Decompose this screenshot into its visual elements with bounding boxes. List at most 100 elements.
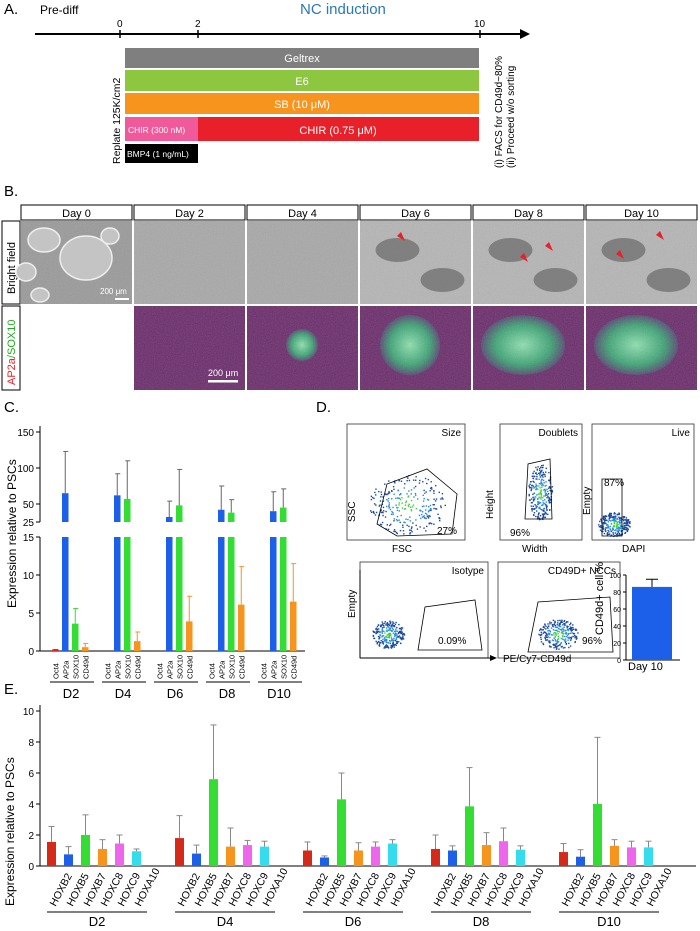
flow-dot <box>625 523 628 525</box>
flow-dot <box>556 640 558 642</box>
flow-dot <box>532 472 534 475</box>
flow-dot <box>542 497 544 499</box>
flow-dot <box>537 514 540 516</box>
flow-dot <box>380 524 383 526</box>
flow-dot <box>386 498 388 501</box>
flow-dot <box>540 484 543 487</box>
c-bar-lower <box>114 537 121 651</box>
flow-dot <box>563 638 565 641</box>
flow-dot <box>545 467 547 470</box>
flow-dot <box>545 639 547 641</box>
flow-dot <box>393 622 395 624</box>
flow-dot <box>546 639 549 641</box>
flow-dot <box>532 514 535 516</box>
flow-dot <box>558 631 561 633</box>
flow-dot <box>611 529 613 531</box>
flow-dot <box>401 507 404 509</box>
flow-dot <box>419 479 421 482</box>
flow-dot <box>618 521 620 523</box>
pecy7-label: PE/Cy7-CD49d <box>503 654 571 665</box>
flow-dot <box>549 482 552 484</box>
flow-dot <box>405 501 407 504</box>
tick-0-label: 0 <box>117 19 123 30</box>
flow-dot <box>384 647 386 649</box>
flow-dot <box>557 622 559 624</box>
flow-dot <box>542 516 545 518</box>
flow-dot <box>539 467 541 470</box>
flow-dot <box>406 524 408 527</box>
e-bar <box>115 843 124 866</box>
flow-dot <box>401 638 403 641</box>
flow-dot <box>532 500 535 502</box>
flow-dot <box>548 645 551 647</box>
flow-dot <box>415 476 417 478</box>
flow-dot <box>561 638 564 640</box>
flow-dot <box>620 519 622 522</box>
flow-dot <box>565 633 568 635</box>
c-gene-label: AP2a <box>165 660 174 679</box>
flow-dot <box>384 640 386 642</box>
flow-dot <box>387 642 390 644</box>
flow-dot <box>565 642 568 645</box>
flow-dot <box>536 506 538 508</box>
flow-dot <box>534 472 537 475</box>
dark-cluster <box>420 268 465 292</box>
flow-dot <box>532 477 534 479</box>
width-label: Width <box>522 544 548 555</box>
day-header: Day 8 <box>514 208 543 220</box>
flow-dot <box>625 520 628 523</box>
flow-dot <box>565 629 567 632</box>
flow-dot <box>380 640 382 642</box>
flow-dot <box>552 643 555 646</box>
c-ytick-label: 50 <box>23 500 35 511</box>
flow-dot <box>532 493 534 496</box>
flow-dot <box>427 517 430 519</box>
flow-dot <box>627 519 629 521</box>
flow-dot <box>539 506 541 508</box>
flow-gate-percent: 96% <box>510 528 530 539</box>
c-ytick-label: 15 <box>23 533 35 544</box>
flow-dot <box>412 522 414 524</box>
flow-gate-percent: 96% <box>582 636 602 647</box>
flow-dot <box>545 481 547 483</box>
ap2a-text: AP2a <box>6 357 18 385</box>
e-group-label: D4 <box>217 914 234 926</box>
flow-dot <box>387 623 390 626</box>
flow-dot <box>625 524 627 527</box>
flow-dot <box>616 518 618 521</box>
flow-plot-title: Doublets <box>539 428 578 439</box>
flow-dot <box>558 625 560 628</box>
flow-dot <box>382 642 384 644</box>
flow-dot <box>400 642 402 645</box>
flow-dot <box>396 635 399 637</box>
e-bar <box>610 845 619 866</box>
flow-dot <box>376 641 378 644</box>
flow-dot <box>401 637 403 639</box>
flow-dot <box>388 502 390 504</box>
flow-dot <box>618 529 621 532</box>
flow-dot <box>415 519 417 521</box>
flow-dot <box>602 522 605 524</box>
flow-dot <box>569 623 571 626</box>
flow-dot <box>620 534 622 536</box>
flow-dot <box>397 641 400 643</box>
panel-c-ylabel: Expression relative to PSCs <box>5 459 19 608</box>
c-bar-lower <box>228 537 235 651</box>
flow-dot <box>377 628 380 630</box>
flow-dot <box>382 641 384 643</box>
flow-dot <box>562 628 565 631</box>
c-gene-label: CD49d <box>237 656 246 679</box>
flow-dot <box>536 498 539 500</box>
c-bar <box>186 621 193 651</box>
flow-dot <box>616 534 619 536</box>
flow-dot <box>400 480 403 482</box>
flow-dot <box>570 638 573 640</box>
flow-dot <box>532 496 534 499</box>
c-bar-lower <box>62 537 69 651</box>
c-bar-upper <box>124 498 131 522</box>
flow-dot <box>391 490 393 493</box>
flow-dot <box>543 625 545 628</box>
flow-dot <box>428 514 430 517</box>
flow-dot <box>395 497 397 499</box>
flow-dot <box>549 509 551 511</box>
